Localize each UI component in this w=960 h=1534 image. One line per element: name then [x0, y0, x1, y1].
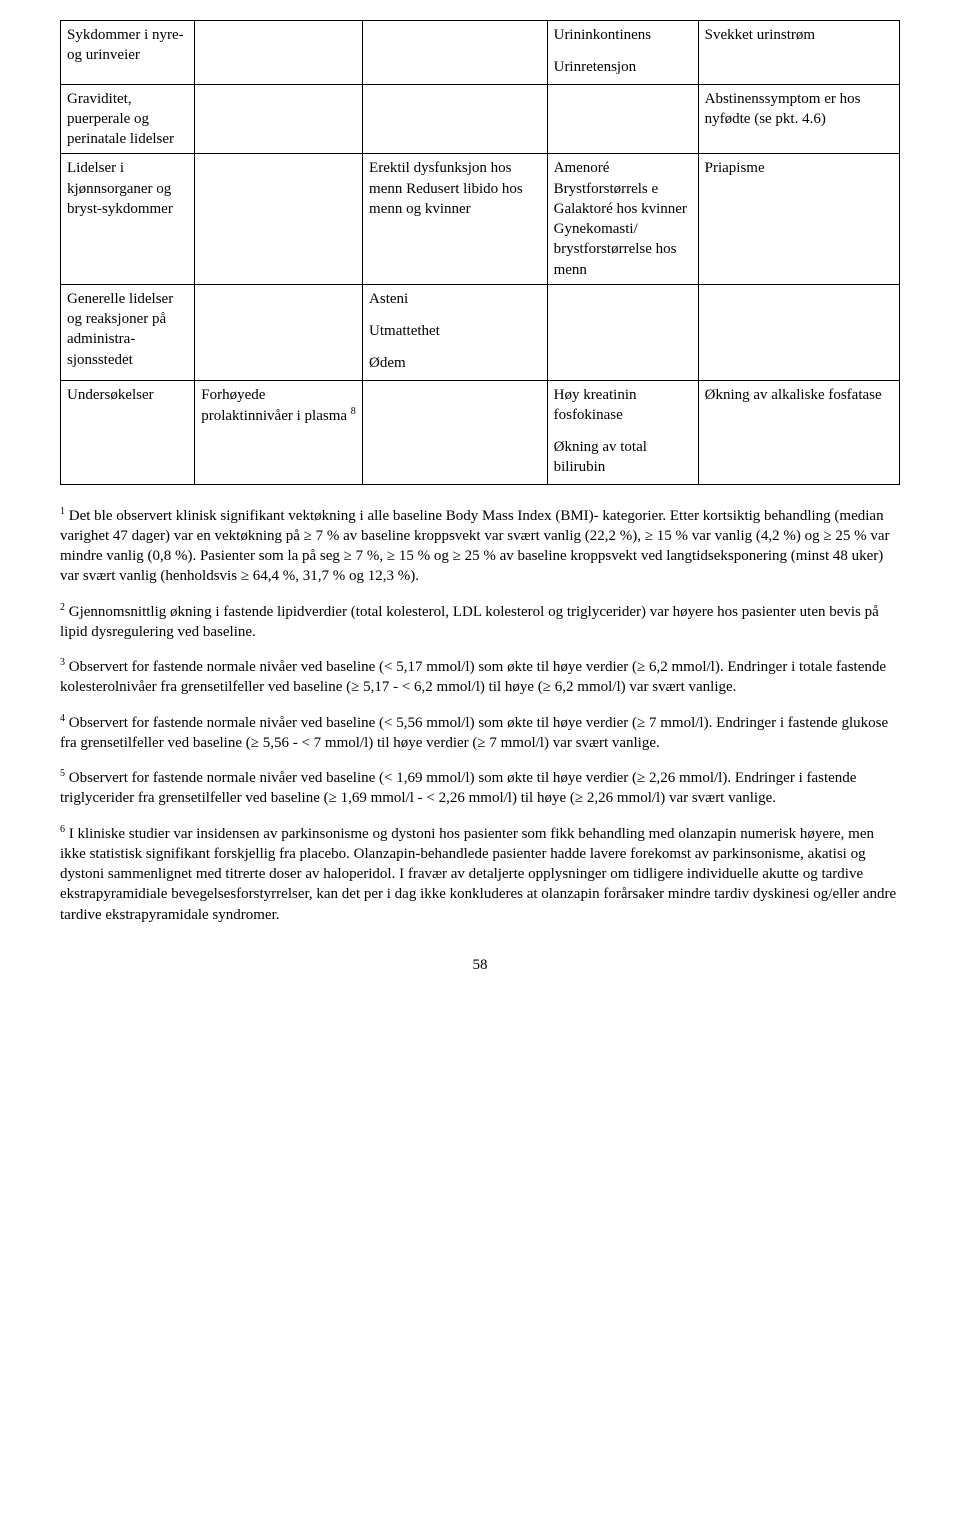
cell-label: Graviditet, puerperale og perinatale lid… [61, 84, 195, 154]
cell [195, 284, 363, 380]
cell: Asteni Utmattethet Ødem [363, 284, 548, 380]
cell: Erektil dysfunksjon hos menn Redusert li… [363, 154, 548, 285]
footnote-paragraph: 4 Observert for fastende normale nivåer … [60, 712, 900, 754]
cell-text: Forhøyede prolaktinnivåer i plasma [201, 387, 351, 424]
paragraph-text: Observert for fastende normale nivåer ve… [60, 715, 888, 751]
cell: Urininkontinens Urinretensjon [547, 21, 698, 85]
cell-text: Urinretensjon [554, 57, 692, 77]
cell [547, 284, 698, 380]
cell [363, 84, 548, 154]
footnote-paragraph: 2 Gjennomsnittlig økning i fastende lipi… [60, 601, 900, 643]
cell-text: Urininkontinens [554, 25, 692, 45]
cell-label: Generelle lidelser og reaksjoner på admi… [61, 284, 195, 380]
adverse-effects-table: Sykdommer i nyre- og urinveier Urininkon… [60, 20, 900, 485]
cell: Svekket urinstrøm [698, 21, 899, 85]
cell-text: Økning av total bilirubin [554, 437, 692, 478]
cell: Høy kreatinin fosfokinase Økning av tota… [547, 380, 698, 484]
footnote-paragraph: 1 Det ble observert klinisk signifikant … [60, 505, 900, 587]
paragraph-text: I kliniske studier var insidensen av par… [60, 826, 896, 923]
cell: Amenoré Brystforstørrels e Galaktoré hos… [547, 154, 698, 285]
superscript: 8 [351, 406, 356, 417]
cell [195, 21, 363, 85]
cell [698, 284, 899, 380]
cell-label: Lidelser i kjønnsorganer og bryst-sykdom… [61, 154, 195, 285]
cell: Abstinenssymptom er hos nyfødte (se pkt.… [698, 84, 899, 154]
paragraph-text: Gjennomsnittlig økning i fastende lipidv… [60, 604, 879, 640]
table-row: Graviditet, puerperale og perinatale lid… [61, 84, 900, 154]
table-row: Undersøkelser Forhøyede prolaktinnivåer … [61, 380, 900, 484]
cell-text: Asteni [369, 289, 541, 309]
paragraph-text: Det ble observert klinisk signifikant ve… [60, 508, 889, 585]
page-number: 58 [60, 955, 900, 975]
cell: Priapisme [698, 154, 899, 285]
cell-text: Utmattethet [369, 321, 541, 341]
cell [195, 84, 363, 154]
cell [195, 154, 363, 285]
table-row: Generelle lidelser og reaksjoner på admi… [61, 284, 900, 380]
cell-text: Høy kreatinin fosfokinase [554, 385, 692, 426]
cell [363, 380, 548, 484]
paragraph-text: Observert for fastende normale nivåer ve… [60, 770, 856, 806]
table-row: Sykdommer i nyre- og urinveier Urininkon… [61, 21, 900, 85]
footnote-paragraph: 6 I kliniske studier var insidensen av p… [60, 823, 900, 925]
cell-label: Sykdommer i nyre- og urinveier [61, 21, 195, 85]
footnote-paragraph: 3 Observert for fastende normale nivåer … [60, 656, 900, 698]
cell [547, 84, 698, 154]
cell: Økning av alkaliske fosfatase [698, 380, 899, 484]
paragraph-text: Observert for fastende normale nivåer ve… [60, 659, 886, 695]
footnote-paragraph: 5 Observert for fastende normale nivåer … [60, 767, 900, 809]
cell: Forhøyede prolaktinnivåer i plasma 8 [195, 380, 363, 484]
cell-label: Undersøkelser [61, 380, 195, 484]
cell-text: Ødem [369, 353, 541, 373]
table-row: Lidelser i kjønnsorganer og bryst-sykdom… [61, 154, 900, 285]
cell [363, 21, 548, 85]
